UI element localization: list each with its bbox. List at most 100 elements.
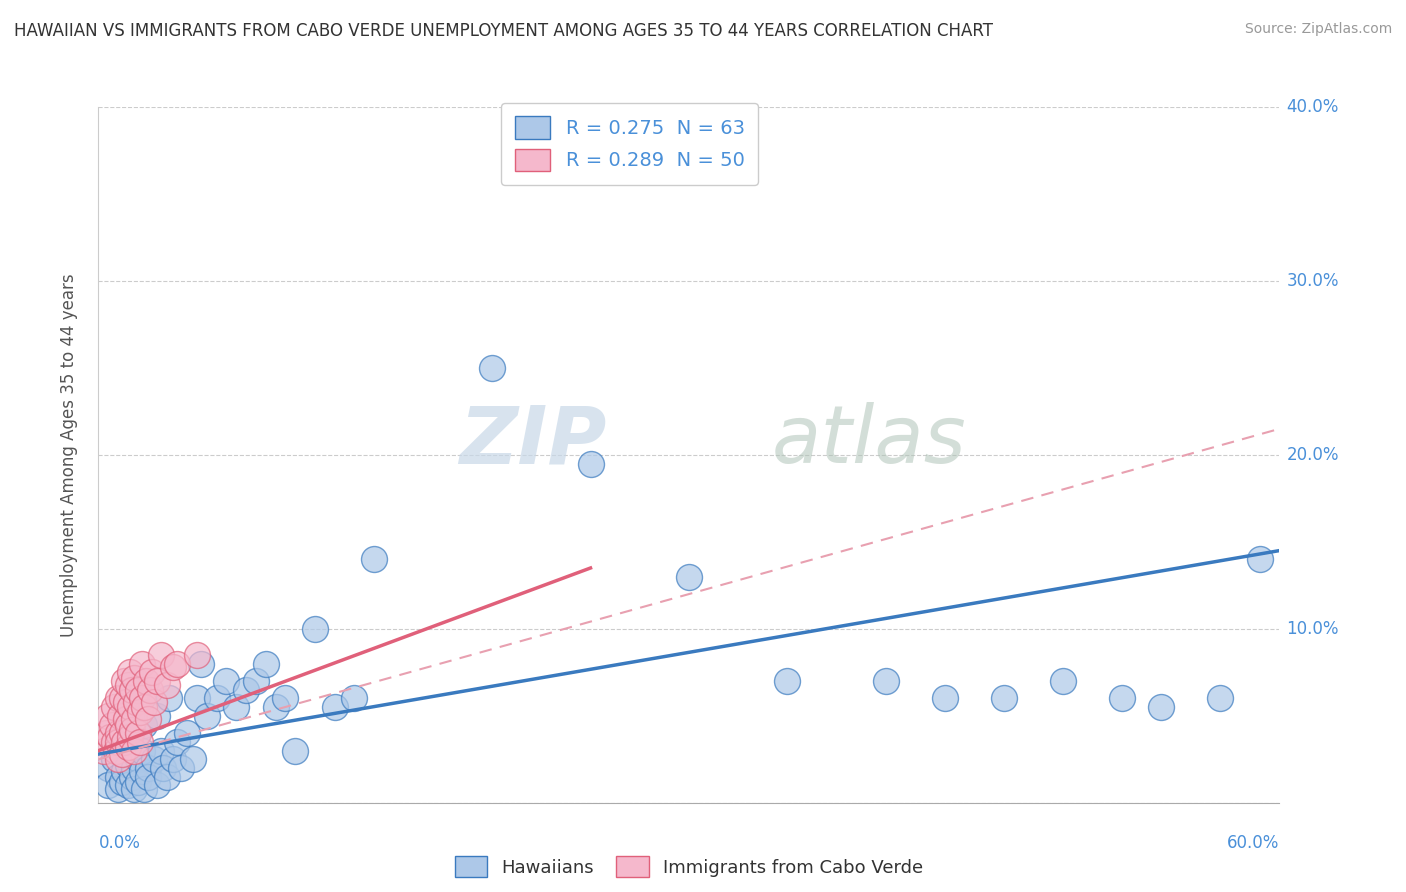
Point — [146, 778, 169, 792]
Point — [127, 752, 149, 766]
Point — [1150, 700, 1173, 714]
Point — [225, 700, 247, 714]
Point — [363, 552, 385, 566]
Point — [122, 761, 145, 775]
Point — [136, 761, 159, 775]
Point — [323, 700, 346, 714]
Point — [150, 744, 173, 758]
Point — [112, 764, 135, 779]
Point — [162, 752, 184, 766]
Point — [118, 700, 141, 714]
Point — [1249, 552, 1271, 566]
Point — [131, 691, 153, 706]
Point — [934, 691, 956, 706]
Point — [150, 648, 173, 662]
Point — [993, 691, 1015, 706]
Point — [121, 770, 143, 784]
Point — [235, 682, 257, 697]
Point — [138, 682, 160, 697]
Text: 10.0%: 10.0% — [1286, 620, 1339, 638]
Point — [117, 740, 139, 755]
Point — [98, 730, 121, 744]
Point — [166, 657, 188, 671]
Point — [118, 730, 141, 744]
Point — [108, 708, 131, 723]
Point — [132, 700, 155, 714]
Point — [107, 735, 129, 749]
Point — [142, 752, 165, 766]
Point — [125, 695, 148, 709]
Point — [131, 657, 153, 671]
Point — [115, 712, 138, 726]
Point — [132, 781, 155, 796]
Point — [103, 700, 125, 714]
Point — [96, 726, 118, 740]
Point — [111, 726, 134, 740]
Point — [132, 717, 155, 731]
Point — [146, 674, 169, 689]
Point — [1209, 691, 1232, 706]
Point — [107, 744, 129, 758]
Point — [141, 665, 163, 680]
Point — [1111, 691, 1133, 706]
Point — [121, 682, 143, 697]
Text: 30.0%: 30.0% — [1286, 272, 1339, 290]
Text: 60.0%: 60.0% — [1227, 834, 1279, 852]
Point — [162, 660, 184, 674]
Point — [127, 682, 149, 697]
Point — [117, 757, 139, 772]
Point — [128, 735, 150, 749]
Point — [107, 781, 129, 796]
Point — [142, 695, 165, 709]
Point — [103, 735, 125, 749]
Point — [122, 712, 145, 726]
Point — [274, 691, 297, 706]
Point — [170, 761, 193, 775]
Point — [131, 744, 153, 758]
Text: HAWAIIAN VS IMMIGRANTS FROM CABO VERDE UNEMPLOYMENT AMONG AGES 35 TO 44 YEARS CO: HAWAIIAN VS IMMIGRANTS FROM CABO VERDE U… — [14, 22, 993, 40]
Point — [176, 726, 198, 740]
Point — [122, 671, 145, 685]
Point — [245, 674, 267, 689]
Point — [215, 674, 238, 689]
Point — [127, 726, 149, 740]
Point — [107, 691, 129, 706]
Point — [111, 691, 134, 706]
Point — [131, 764, 153, 779]
Point — [107, 726, 129, 740]
Point — [343, 691, 366, 706]
Point — [127, 726, 149, 740]
Point — [135, 674, 157, 689]
Point — [93, 744, 115, 758]
Point — [254, 657, 277, 671]
Point — [127, 775, 149, 789]
Point — [181, 752, 204, 766]
Point — [284, 744, 307, 758]
Point — [122, 781, 145, 796]
Text: Source: ZipAtlas.com: Source: ZipAtlas.com — [1244, 22, 1392, 37]
Text: 20.0%: 20.0% — [1286, 446, 1339, 464]
Point — [579, 457, 602, 471]
Y-axis label: Unemployment Among Ages 35 to 44 years: Unemployment Among Ages 35 to 44 years — [59, 273, 77, 637]
Point — [146, 708, 169, 723]
Point — [97, 778, 120, 792]
Text: 0.0%: 0.0% — [98, 834, 141, 852]
Point — [115, 695, 138, 709]
Point — [136, 770, 159, 784]
Point — [111, 747, 134, 761]
Point — [157, 691, 180, 706]
Point — [875, 674, 897, 689]
Point — [105, 744, 128, 758]
Text: ZIP: ZIP — [458, 402, 606, 480]
Point — [156, 677, 179, 691]
Point — [107, 752, 129, 766]
Point — [678, 570, 700, 584]
Legend: Hawaiians, Immigrants from Cabo Verde: Hawaiians, Immigrants from Cabo Verde — [447, 849, 931, 884]
Point — [117, 778, 139, 792]
Point — [121, 723, 143, 737]
Point — [112, 735, 135, 749]
Point — [776, 674, 799, 689]
Point — [156, 770, 179, 784]
Point — [166, 735, 188, 749]
Point — [481, 360, 503, 375]
